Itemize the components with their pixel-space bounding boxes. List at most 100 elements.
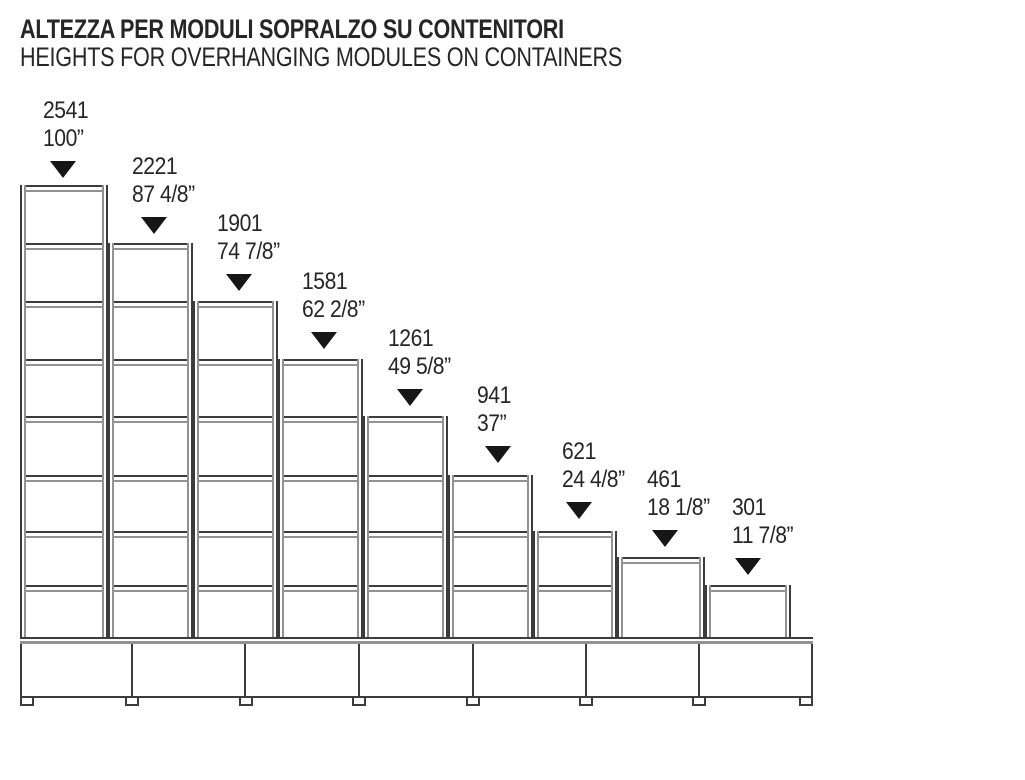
dimension-label: 2221 87 4/8” [132, 153, 203, 234]
module-left-rail [193, 301, 199, 637]
container-top-panel [20, 637, 813, 644]
module-shelf [197, 585, 274, 592]
dimension-value-mm: 1581 [302, 268, 348, 295]
dimension-value-mm: 301 [732, 494, 766, 521]
module-shelf [197, 359, 274, 366]
module-shelf [24, 301, 104, 308]
module-shelf [112, 475, 189, 482]
dimension-value-inches: 24 4/8” [562, 466, 625, 493]
dimension-value-inches: 100” [43, 125, 84, 152]
module-shelf [197, 475, 274, 482]
pointer-down-icon [397, 389, 423, 406]
pointer-down-icon [141, 217, 167, 234]
dimension-value-inches: 37” [477, 410, 507, 437]
dimension-value-inches: 49 5/8” [388, 353, 451, 380]
module-shelf [282, 416, 359, 423]
shelf-module [193, 301, 278, 637]
module-right-rail [357, 359, 363, 637]
dimension-label: 1581 62 2/8” [302, 268, 373, 349]
dimension-label: 1901 74 7/8” [217, 210, 288, 291]
dimension-value-mm: 461 [647, 466, 681, 493]
dimension-label: 461 18 1/8” [647, 466, 718, 547]
module-shelf [24, 359, 104, 366]
container-foot [20, 698, 34, 706]
page-title: ALTEZZA PER MODULI SOPRALZO SU CONTENITO… [20, 14, 564, 44]
container-foot [579, 698, 593, 706]
module-shelf [197, 416, 274, 423]
module-shelf [112, 416, 189, 423]
module-top-panel [705, 585, 791, 592]
container-foot [692, 698, 706, 706]
container-divider [698, 644, 700, 698]
module-right-rail [102, 185, 108, 637]
module-right-rail [272, 301, 278, 637]
dimension-value-mm: 941 [477, 382, 511, 409]
dimension-value-mm: 1261 [388, 325, 434, 352]
pointer-down-icon [50, 161, 76, 178]
module-left-rail [448, 475, 454, 637]
module-shelf [367, 531, 444, 538]
dimension-value-mm: 621 [562, 438, 596, 465]
pointer-down-icon [485, 446, 511, 463]
container-foot [125, 698, 139, 706]
module-top-panel [20, 185, 108, 192]
module-right-rail [187, 243, 193, 637]
module-left-rail [108, 243, 114, 637]
module-shelf [537, 585, 613, 592]
module-top-panel [193, 301, 278, 308]
module-shelf [112, 301, 189, 308]
dimension-label: 941 37” [477, 382, 516, 463]
module-shelf [282, 475, 359, 482]
pointer-down-icon [652, 530, 678, 547]
module-shelf [452, 585, 529, 592]
dimension-label: 2541 100” [43, 97, 94, 178]
module-right-rail [611, 531, 617, 637]
dimension-value-inches: 18 1/8” [647, 494, 710, 521]
dimension-label: 301 11 7/8” [732, 494, 801, 575]
shelf-module [108, 243, 193, 637]
module-left-rail [705, 585, 711, 637]
shelf-module [533, 531, 617, 637]
module-left-rail [20, 185, 26, 637]
module-left-rail [278, 359, 284, 637]
container-divider [585, 644, 587, 698]
module-top-panel [617, 557, 705, 564]
module-left-rail [533, 531, 539, 637]
dimension-label: 1261 49 5/8” [388, 325, 459, 406]
dimension-label: 621 24 4/8” [562, 438, 633, 519]
module-shelf [112, 359, 189, 366]
pointer-down-icon [566, 502, 592, 519]
module-shelf [367, 585, 444, 592]
container-foot [352, 698, 366, 706]
module-shelf [452, 531, 529, 538]
container-divider [244, 644, 246, 698]
module-left-rail [363, 416, 369, 637]
shelf-module [617, 557, 705, 637]
dimension-value-inches: 62 2/8” [302, 296, 365, 323]
container-divider [358, 644, 360, 698]
dimension-value-mm: 2221 [132, 153, 178, 180]
dimension-value-mm: 1901 [217, 210, 263, 237]
page-subtitle: HEIGHTS FOR OVERHANGING MODULES ON CONTA… [20, 42, 623, 72]
module-top-panel [108, 243, 193, 250]
module-shelf [24, 243, 104, 250]
dimension-value-inches: 74 7/8” [217, 238, 280, 265]
module-top-panel [448, 475, 533, 482]
container-row [20, 644, 813, 698]
module-shelf [282, 531, 359, 538]
shelf-module [448, 475, 533, 637]
module-right-rail [699, 557, 705, 637]
shelf-module [705, 585, 791, 637]
module-shelf [24, 585, 104, 592]
pointer-down-icon [226, 274, 252, 291]
container-foot [466, 698, 480, 706]
dimension-value-inches: 11 7/8” [732, 522, 794, 549]
dimension-value-mm: 2541 [43, 97, 89, 124]
module-shelf [282, 585, 359, 592]
module-top-panel [533, 531, 617, 538]
pointer-down-icon [311, 332, 337, 349]
container-divider [472, 644, 474, 698]
module-right-rail [442, 416, 448, 637]
container-foot [799, 698, 813, 706]
